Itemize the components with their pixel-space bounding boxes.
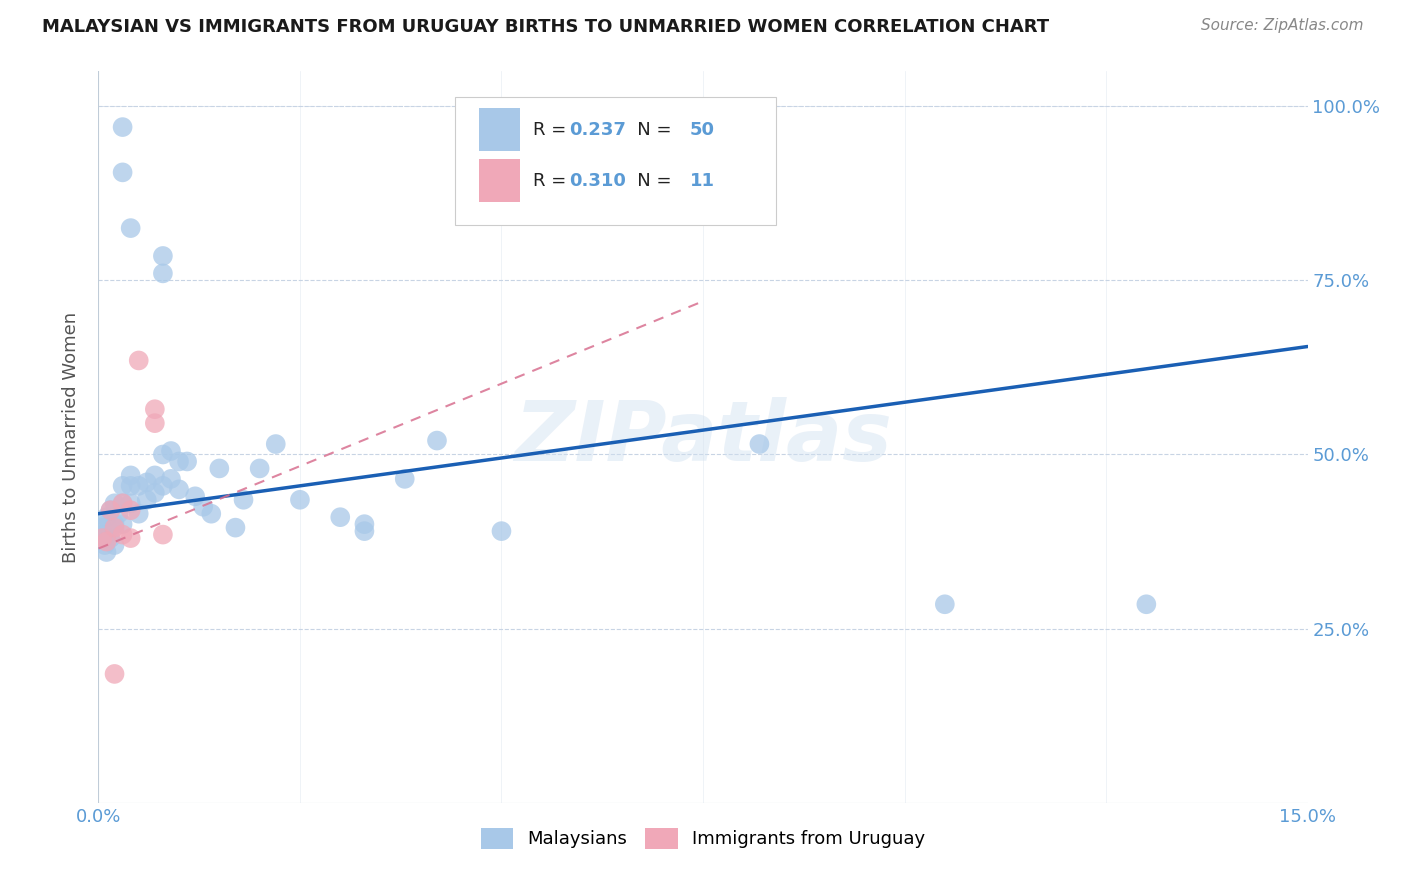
- Point: [143, 416, 166, 430]
- Point: [120, 531, 142, 545]
- FancyBboxPatch shape: [456, 97, 776, 225]
- Text: N =: N =: [620, 172, 676, 190]
- Point: [135, 475, 157, 490]
- Point: [232, 492, 254, 507]
- Text: 11: 11: [690, 172, 714, 190]
- Text: ZIPatlas: ZIPatlas: [515, 397, 891, 477]
- Text: 50: 50: [690, 120, 714, 138]
- Text: R =: R =: [533, 120, 571, 138]
- Text: Source: ZipAtlas.com: Source: ZipAtlas.com: [1201, 18, 1364, 33]
- Point: [103, 496, 125, 510]
- Text: MALAYSIAN VS IMMIGRANTS FROM URUGUAY BIRTHS TO UNMARRIED WOMEN CORRELATION CHART: MALAYSIAN VS IMMIGRANTS FROM URUGUAY BIR…: [42, 18, 1049, 36]
- Point: [120, 221, 142, 235]
- Point: [107, 507, 129, 521]
- Point: [120, 503, 142, 517]
- Point: [748, 437, 770, 451]
- Point: [208, 461, 231, 475]
- Point: [152, 266, 174, 280]
- Point: [329, 510, 352, 524]
- FancyBboxPatch shape: [479, 159, 520, 202]
- Point: [96, 531, 118, 545]
- Point: [111, 517, 134, 532]
- Point: [103, 667, 125, 681]
- Point: [96, 517, 118, 532]
- Point: [111, 496, 134, 510]
- Point: [91, 521, 114, 535]
- Point: [184, 489, 207, 503]
- Point: [103, 517, 125, 532]
- Point: [394, 472, 416, 486]
- Text: R =: R =: [533, 172, 571, 190]
- Point: [100, 531, 122, 545]
- Point: [143, 485, 166, 500]
- Point: [96, 545, 118, 559]
- Point: [193, 500, 215, 514]
- Point: [128, 507, 150, 521]
- Point: [111, 527, 134, 541]
- Point: [288, 492, 311, 507]
- Point: [96, 510, 118, 524]
- Point: [111, 496, 134, 510]
- Point: [152, 479, 174, 493]
- Point: [135, 492, 157, 507]
- Point: [128, 479, 150, 493]
- Point: [103, 521, 125, 535]
- Point: [264, 437, 287, 451]
- Point: [94, 538, 117, 552]
- Y-axis label: Births to Unmarried Women: Births to Unmarried Women: [62, 311, 80, 563]
- Point: [491, 524, 513, 538]
- Text: 0.237: 0.237: [569, 120, 626, 138]
- Point: [143, 468, 166, 483]
- Point: [120, 479, 142, 493]
- Point: [103, 538, 125, 552]
- Point: [152, 527, 174, 541]
- Point: [200, 507, 222, 521]
- Point: [120, 496, 142, 510]
- Point: [160, 444, 183, 458]
- Point: [96, 534, 118, 549]
- Point: [111, 165, 134, 179]
- Point: [167, 483, 190, 497]
- Point: [249, 461, 271, 475]
- Text: 0.310: 0.310: [569, 172, 626, 190]
- FancyBboxPatch shape: [479, 108, 520, 151]
- Point: [176, 454, 198, 468]
- Point: [160, 472, 183, 486]
- Point: [100, 503, 122, 517]
- Point: [934, 597, 956, 611]
- Point: [120, 468, 142, 483]
- Point: [91, 527, 114, 541]
- Point: [111, 120, 134, 134]
- Point: [152, 249, 174, 263]
- Point: [224, 521, 246, 535]
- Point: [91, 531, 114, 545]
- Point: [353, 517, 375, 532]
- Point: [1135, 597, 1157, 611]
- Legend: Malaysians, Immigrants from Uruguay: Malaysians, Immigrants from Uruguay: [474, 821, 932, 856]
- Point: [426, 434, 449, 448]
- Point: [143, 402, 166, 417]
- Point: [152, 448, 174, 462]
- Point: [128, 353, 150, 368]
- Point: [167, 454, 190, 468]
- Point: [353, 524, 375, 538]
- Point: [100, 503, 122, 517]
- Text: N =: N =: [620, 120, 676, 138]
- Point: [111, 479, 134, 493]
